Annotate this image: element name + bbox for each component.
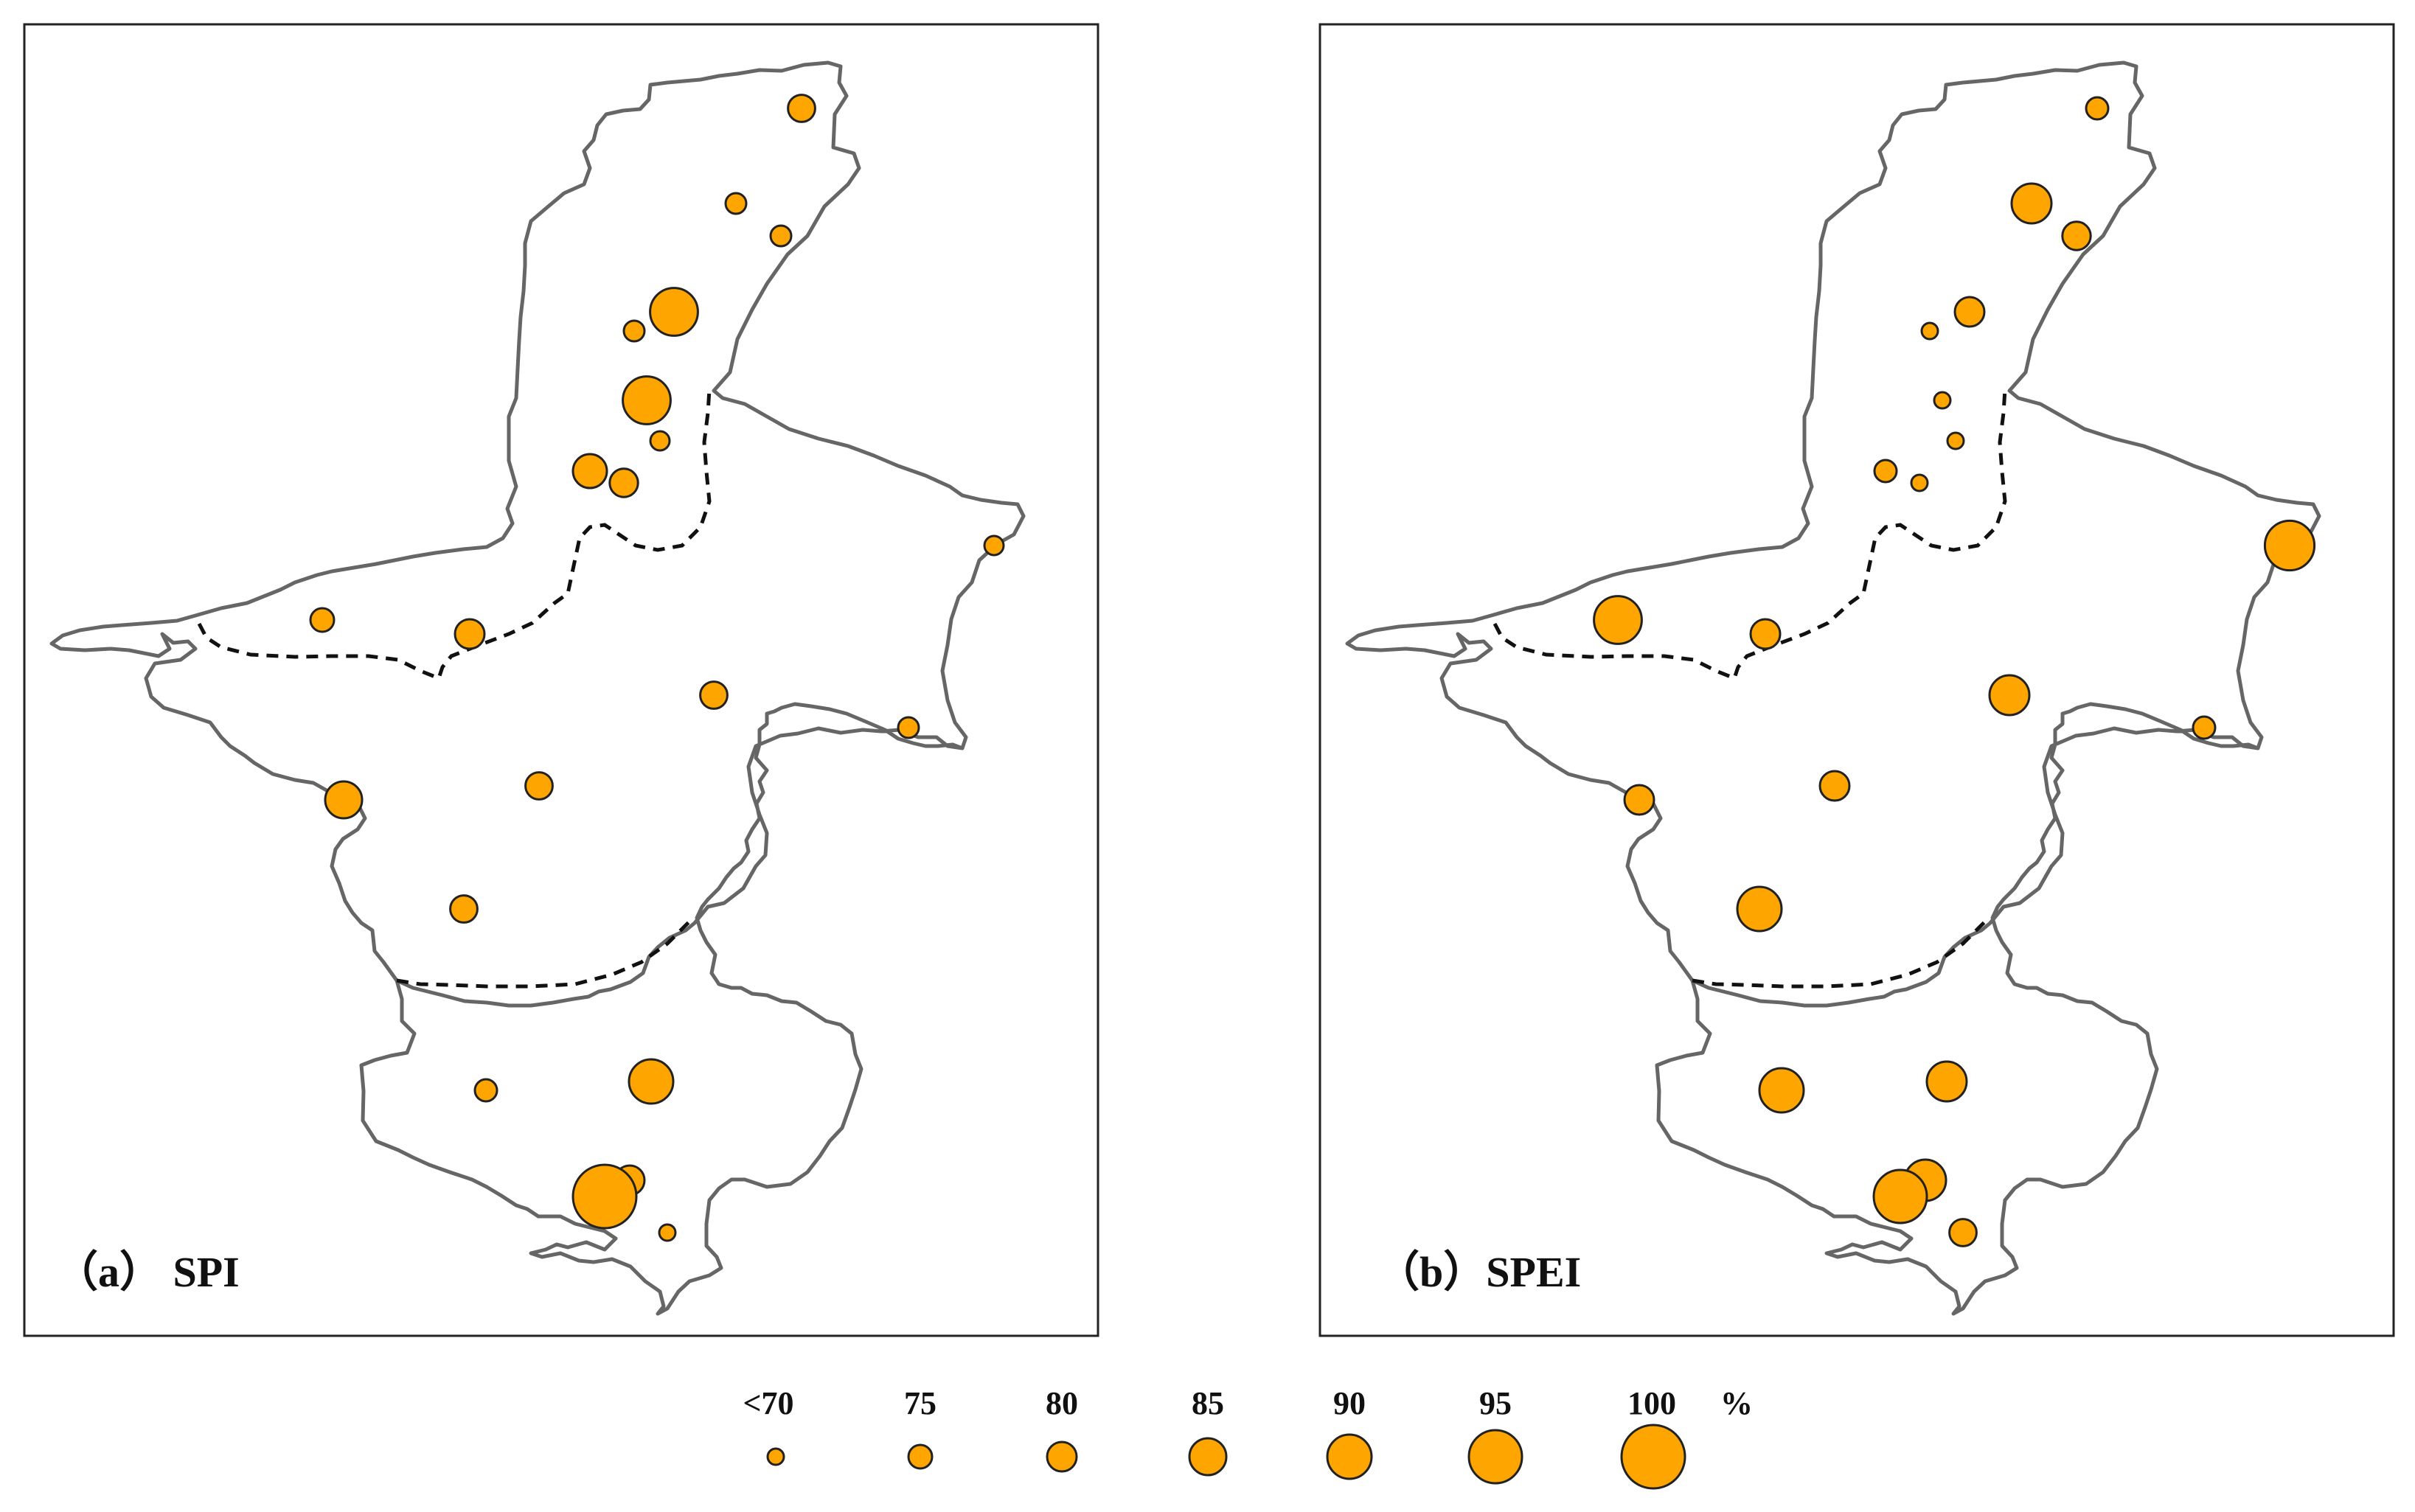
legend-label: 95 — [1479, 1385, 1512, 1421]
station-marker-s14 — [2192, 715, 2217, 740]
station-marker-s01 — [309, 607, 336, 633]
legend-marker — [766, 1447, 785, 1466]
station-marker-s12 — [769, 224, 793, 248]
station-marker-s03 — [983, 534, 1005, 557]
legend-label: 100 — [1627, 1385, 1676, 1421]
station-layer — [309, 94, 1005, 1242]
panel-frame — [23, 23, 1099, 1337]
station-layer — [1593, 96, 2316, 1247]
station-marker-s09 — [1910, 473, 1929, 492]
station-marker-s07 — [1946, 431, 1965, 450]
station-marker-s04 — [1623, 784, 1655, 816]
legend-marker — [1046, 1440, 1078, 1473]
station-marker-s14 — [897, 716, 920, 739]
station-marker-s05 — [1920, 321, 1939, 341]
station-marker-s12 — [2061, 220, 2092, 251]
station-marker-s09 — [608, 467, 639, 498]
station-marker-s11 — [724, 192, 748, 215]
station-marker-s08 — [1873, 459, 1898, 484]
station-marker-s18 — [1758, 1067, 1805, 1114]
station-marker-s15 — [1988, 674, 2031, 717]
legend-label: <70 — [743, 1385, 793, 1421]
legend-label: 75 — [904, 1385, 937, 1421]
panel-label: （b）SPEI — [1377, 1248, 1581, 1296]
legend-label: 85 — [1192, 1385, 1224, 1421]
zone-boundary-north — [197, 389, 712, 681]
legend-marker — [1620, 1424, 1686, 1490]
panel-spi: （a） SPI — [23, 23, 1099, 1337]
station-marker-s10 — [649, 287, 699, 337]
station-marker-s10 — [1953, 296, 1986, 328]
station-marker-s03 — [2263, 519, 2316, 572]
station-marker-s06 — [1933, 391, 1952, 410]
station-marker-s02 — [454, 618, 486, 650]
station-marker-s16 — [1818, 770, 1851, 802]
legend-marker — [907, 1443, 934, 1470]
region-outline — [1345, 60, 2321, 1316]
station-marker-s16 — [524, 771, 554, 801]
station-marker-s19 — [628, 1058, 675, 1105]
legend-marker — [1467, 1429, 1523, 1485]
zone-boundary-south — [1692, 920, 1987, 989]
station-marker-s22 — [658, 1223, 677, 1242]
station-marker-s13 — [787, 94, 816, 123]
panel-label: （a） SPI — [55, 1248, 240, 1296]
station-marker-s17 — [1736, 885, 1783, 933]
station-marker-s11 — [2010, 182, 2053, 225]
legend-marker — [1188, 1437, 1228, 1477]
region-outline — [49, 60, 1026, 1316]
station-marker-s02 — [1749, 618, 1782, 650]
panel-spei: （b）SPEI — [1318, 23, 2395, 1337]
station-marker-s13 — [2085, 96, 2110, 121]
panel-frame — [1318, 23, 2395, 1337]
legend-marker — [1326, 1433, 1373, 1480]
zone-boundary-north — [1493, 389, 2007, 681]
station-marker-s21 — [571, 1163, 638, 1230]
station-marker-s06 — [622, 375, 672, 425]
station-marker-s04 — [324, 780, 364, 820]
station-marker-s21 — [1872, 1168, 1928, 1224]
station-marker-s05 — [622, 319, 646, 343]
station-marker-s17 — [449, 894, 479, 924]
legend-label: 80 — [1046, 1385, 1078, 1421]
station-marker-s22 — [1948, 1218, 1978, 1247]
station-marker-s07 — [649, 430, 671, 452]
station-marker-s18 — [473, 1078, 498, 1103]
station-marker-s19 — [1925, 1060, 1968, 1103]
legend-unit: % — [1720, 1385, 1753, 1421]
legend-markers — [766, 1424, 1686, 1490]
station-marker-s01 — [1593, 595, 1643, 645]
zone-boundary-south — [396, 920, 691, 989]
station-marker-s08 — [571, 453, 608, 490]
station-marker-s15 — [699, 680, 729, 710]
size-legend: <70 75 80 85 90 95 100 % — [743, 1385, 1753, 1490]
legend-label: 90 — [1333, 1385, 1366, 1421]
